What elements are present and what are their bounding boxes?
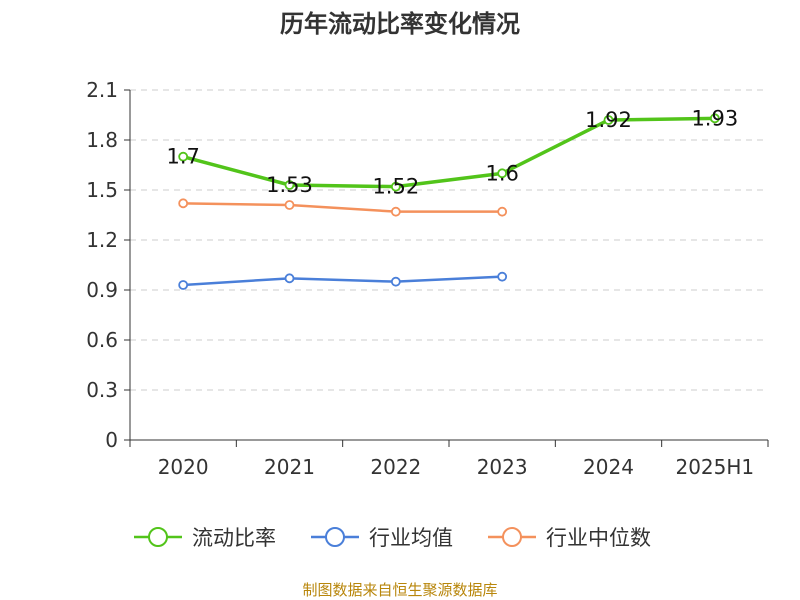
axes bbox=[129, 90, 768, 441]
x-tick-label: 2020 bbox=[158, 455, 209, 479]
legend-item[interactable]: 行业中位数 bbox=[488, 526, 651, 550]
chart-title: 历年流动比率变化情况 bbox=[280, 10, 520, 38]
data-point[interactable] bbox=[497, 206, 508, 217]
data-point[interactable] bbox=[497, 168, 508, 179]
legend-marker bbox=[502, 527, 522, 547]
series-line bbox=[183, 275, 503, 287]
series bbox=[178, 113, 720, 290]
x-tick-label: 2021 bbox=[264, 455, 315, 479]
data-point[interactable] bbox=[284, 273, 295, 284]
series-1 bbox=[178, 271, 508, 290]
data-point[interactable] bbox=[497, 271, 508, 282]
data-label: 1.52 bbox=[372, 175, 419, 199]
x-tick-label: 2022 bbox=[370, 455, 421, 479]
data-point[interactable] bbox=[284, 180, 295, 190]
data-point[interactable] bbox=[709, 113, 720, 124]
legend-item[interactable]: 流动比率 bbox=[134, 526, 276, 550]
data-label: 1.92 bbox=[585, 108, 632, 132]
y-tick-label: 0.6 bbox=[86, 328, 118, 352]
y-tick-label: 0.9 bbox=[86, 278, 118, 302]
x-tick-label: 2025H1 bbox=[675, 455, 754, 479]
legend-item[interactable]: 行业均值 bbox=[311, 526, 453, 550]
data-label: 1.53 bbox=[266, 173, 313, 197]
y-tick-labels: 0 0.3 0.6 0.9 1.2 1.5 1.8 2.1 bbox=[86, 78, 130, 452]
grid bbox=[130, 89, 768, 391]
data-point[interactable] bbox=[603, 115, 614, 125]
y-tick-label: 2.1 bbox=[86, 78, 118, 102]
y-tick-label: 0.3 bbox=[86, 378, 118, 402]
legend-label: 行业均值 bbox=[369, 526, 453, 550]
data-labels: 1.7 1.53 1.52 1.6 1.92 1.93 bbox=[166, 106, 738, 198]
x-tick-label: 2024 bbox=[583, 455, 634, 479]
legend-marker bbox=[325, 527, 345, 547]
data-point[interactable] bbox=[390, 276, 401, 287]
data-point[interactable] bbox=[178, 198, 189, 209]
data-point[interactable] bbox=[178, 280, 189, 290]
data-point[interactable] bbox=[390, 181, 401, 192]
x-tick-label: 2023 bbox=[477, 455, 528, 479]
data-point[interactable] bbox=[178, 151, 189, 162]
source-note: 制图数据来自恒生聚源数据库 bbox=[302, 581, 497, 599]
series-line bbox=[182, 116, 715, 189]
data-point[interactable] bbox=[284, 200, 295, 210]
y-tick-label: 0 bbox=[105, 428, 118, 452]
data-label: 1.6 bbox=[485, 161, 518, 185]
data-label: 1.7 bbox=[166, 145, 199, 169]
x-tick-labels: 2020 2021 2022 2023 2024 2025H1 bbox=[129, 440, 769, 479]
y-tick-label: 1.2 bbox=[86, 228, 118, 252]
legend-label: 流动比率 bbox=[192, 526, 276, 550]
series-0 bbox=[178, 113, 720, 192]
y-tick-label: 1.5 bbox=[86, 178, 118, 202]
series-2 bbox=[178, 198, 508, 217]
legend[interactable]: 流动比率 行业均值 行业中位数 bbox=[134, 526, 651, 550]
legend-marker bbox=[148, 527, 168, 547]
y-tick-label: 1.8 bbox=[86, 128, 118, 152]
data-point[interactable] bbox=[390, 206, 401, 217]
data-label: 1.93 bbox=[691, 106, 738, 130]
legend-label: 行业中位数 bbox=[546, 526, 651, 550]
series-line bbox=[183, 202, 503, 213]
